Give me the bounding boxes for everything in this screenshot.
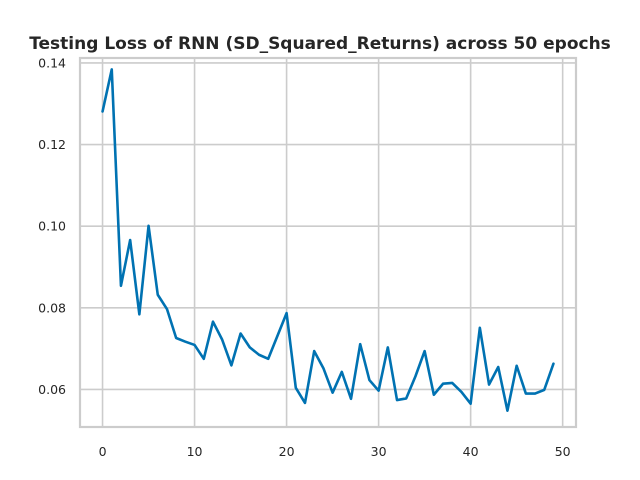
x-tick-label: 50 [555,444,571,459]
x-tick-label: 40 [463,444,479,459]
testing-loss-line [101,68,555,412]
y-tick-label: 0.10 [38,219,66,234]
y-tick-label: 0.08 [38,300,66,315]
x-tick-label: 20 [279,444,295,459]
x-tick-label: 30 [371,444,387,459]
chart-title: Testing Loss of RNN (SD_Squared_Returns)… [29,34,611,54]
y-tick-label: 0.12 [38,137,66,152]
tick-labels: 0 10 20 30 40 50 0.06 0.08 0.10 0.12 0.14 [38,55,571,459]
plot-frame [78,56,578,429]
y-tick-label: 0.06 [38,382,66,397]
y-tick-label: 0.14 [38,55,66,70]
series-layer [101,68,555,412]
x-tick-label: 10 [187,444,203,459]
gridlines [80,58,576,427]
x-tick-label: 0 [99,444,107,459]
